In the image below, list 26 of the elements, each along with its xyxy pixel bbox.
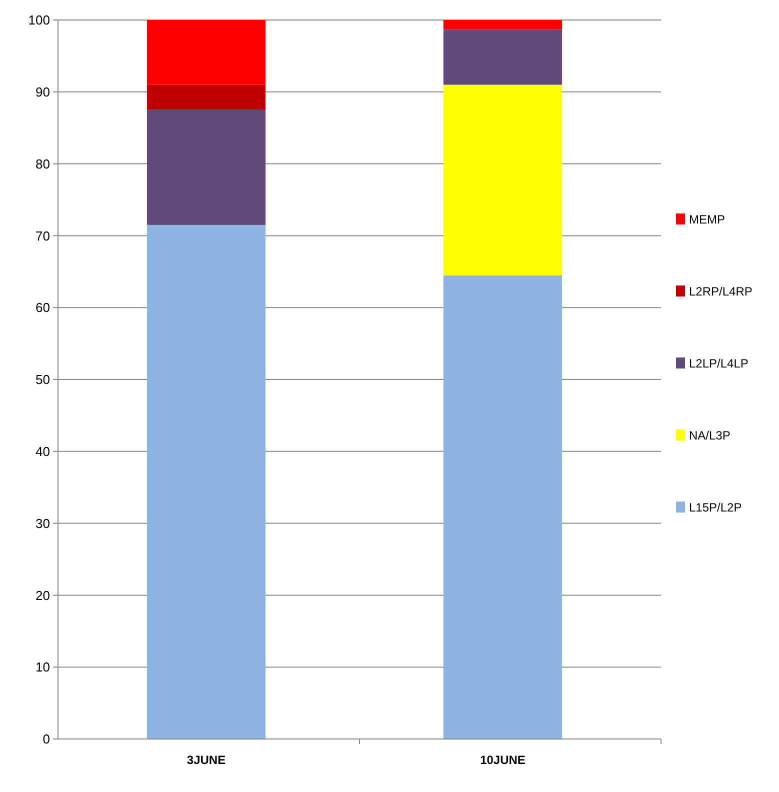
bar [443,20,562,30]
x-tick-label: 3JUNE [186,753,226,767]
y-tick-label: 20 [36,588,50,603]
bar [443,84,562,276]
y-tick-label: 100 [28,12,50,28]
y-tick-label: 50 [36,372,50,388]
x-tick-label: 10JUNE [480,753,526,767]
bar [146,20,266,85]
bar [146,84,266,110]
legend-label: MEMP [689,212,725,227]
y-tick-label: 30 [36,516,50,531]
y-tick-label: 60 [36,300,50,316]
legend-label: NA/L3P [689,428,730,443]
bar [146,110,266,225]
bar [146,224,266,739]
legend-label: L2LP/L4LP [689,356,748,371]
y-tick-label: 10 [36,660,50,675]
y-tick-label: 70 [36,228,50,244]
bar [443,275,562,739]
bar [443,29,562,85]
y-tick-label: 80 [36,156,50,172]
legend-label: L2RP/L4RP [689,284,752,299]
y-tick-label: 90 [36,84,50,100]
legend-label: L15P/L2P [689,500,742,515]
y-tick-label: 40 [36,444,50,459]
y-tick-label: 0 [42,732,50,747]
